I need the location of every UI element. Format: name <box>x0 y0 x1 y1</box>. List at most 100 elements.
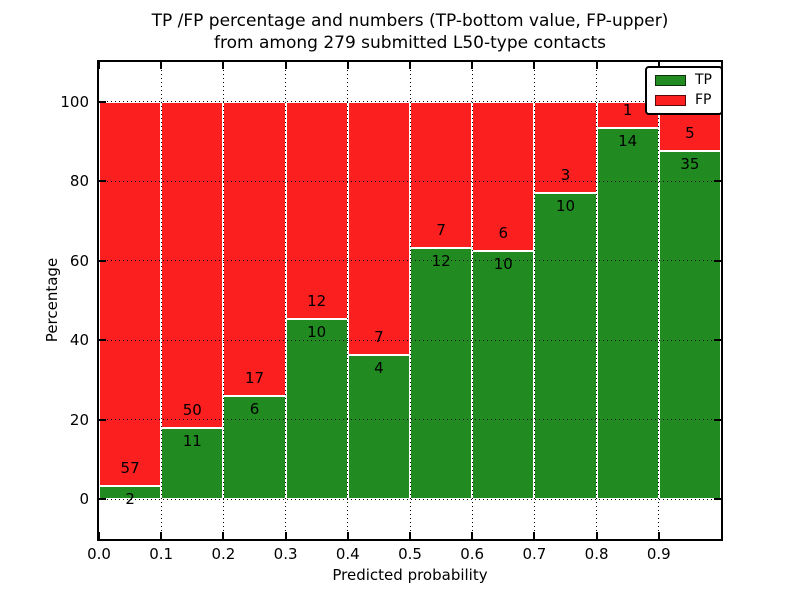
bar-segment-fp <box>410 101 473 249</box>
bar-count-label-fp: 7 <box>436 221 446 240</box>
bar-count-label-fp: 5 <box>685 124 695 143</box>
bar-segment-fp <box>534 101 597 194</box>
y-tick-mark <box>714 259 721 262</box>
bar-count-label-tp: 12 <box>431 252 451 271</box>
gridline-vertical <box>596 62 598 539</box>
x-tick-mark <box>160 532 163 539</box>
bar-segment-tp <box>347 354 410 500</box>
bar-segment-tp <box>161 427 224 500</box>
plot-area: 57 2 50 11 17 6 12 10 7 4 7 12 6 10 3 10 1 14 5 35 <box>97 60 723 541</box>
x-tick-label: 0.7 <box>522 545 547 563</box>
bar-segment-fp <box>285 101 348 319</box>
x-tick-mark <box>222 62 225 69</box>
x-tick-mark <box>657 532 660 539</box>
bar-count-label-tp: 2 <box>125 489 135 508</box>
legend-label-tp: TP <box>695 72 712 88</box>
bar-segment-fp <box>99 101 162 486</box>
x-tick-mark <box>657 62 660 69</box>
y-tick-mark <box>714 418 721 421</box>
bar-segment-fp <box>472 101 535 251</box>
bar-count-label-tp: 10 <box>555 197 576 216</box>
x-tick-mark <box>409 532 411 539</box>
x-tick-label: 0.4 <box>335 545 360 563</box>
bar-count-label-fp: 1 <box>622 101 633 120</box>
bar-segment-tp <box>410 248 473 500</box>
bar-count-label-tp: 35 <box>680 155 700 174</box>
y-tick-mark <box>99 418 106 421</box>
bar-count-label-tp: 10 <box>307 322 327 341</box>
x-tick-label: 0.6 <box>460 545 485 563</box>
bar-segment-tp <box>472 250 535 500</box>
x-tick-mark <box>98 62 100 69</box>
y-tick-label: 60 <box>69 251 89 270</box>
x-tick-mark <box>98 532 100 539</box>
chart-title: TP /FP percentage and numbers (TP-bottom… <box>97 10 723 54</box>
gridline-vertical <box>533 62 535 539</box>
bar-count-label-fp: 12 <box>307 291 327 310</box>
bar-segment-tp <box>285 318 348 500</box>
bar-count-label-tp: 6 <box>249 399 260 418</box>
gridline-vertical <box>658 62 660 539</box>
x-tick-label: 0.5 <box>398 545 422 563</box>
legend-swatch-tp <box>655 75 686 86</box>
legend-swatch-fp <box>655 95 686 106</box>
x-tick-mark <box>346 62 349 69</box>
bar-count-label-tp: 11 <box>182 431 202 450</box>
x-tick-mark <box>160 62 163 69</box>
x-tick-mark <box>595 62 598 69</box>
legend: TP FP <box>645 66 723 115</box>
gridline-vertical <box>160 62 162 539</box>
bar-segment-tp <box>534 193 597 500</box>
bar-count-label-fp: 7 <box>374 327 384 346</box>
y-tick-mark <box>714 180 721 183</box>
x-axis-label: Predicted probability <box>332 566 488 584</box>
bar-count-label-tp: 10 <box>493 254 513 273</box>
y-tick-label: 0 <box>79 490 89 509</box>
gridline-vertical <box>347 62 349 539</box>
bar-count-label-fp: 6 <box>498 223 509 242</box>
bar-count-label-fp: 50 <box>182 400 202 419</box>
legend-item: FP <box>655 93 712 108</box>
y-tick-label: 100 <box>60 92 89 111</box>
bar-segment-fp <box>161 101 224 428</box>
bar-segment-tp <box>223 395 286 500</box>
bar-count-label-fp: 57 <box>120 458 140 477</box>
y-tick-mark <box>714 498 721 501</box>
x-tick-label: 0.0 <box>87 545 111 563</box>
bar-count-label-tp: 4 <box>374 358 384 377</box>
y-tick-mark <box>99 100 106 103</box>
bar-segment-tp <box>658 151 721 500</box>
y-tick-mark <box>99 259 106 262</box>
x-tick-mark <box>533 62 536 69</box>
gridline-vertical <box>409 62 411 539</box>
gridline-vertical <box>285 62 287 539</box>
y-tick-mark <box>99 339 106 342</box>
y-axis-label: Percentage <box>43 257 61 343</box>
x-tick-mark <box>471 532 474 539</box>
y-tick-mark <box>99 180 106 183</box>
legend-item: TP <box>655 73 712 88</box>
x-tick-mark <box>222 532 225 539</box>
bar-count-label-fp: 17 <box>244 368 265 387</box>
x-tick-label: 0.1 <box>149 545 174 563</box>
chart-title-line2: from among 279 submitted L50-type contac… <box>214 33 606 53</box>
chart-title-line1: TP /FP percentage and numbers (TP-bottom… <box>151 11 669 31</box>
bar-segment-fp <box>347 101 410 355</box>
legend-label-fp: FP <box>695 92 712 108</box>
gridline-vertical <box>222 62 224 539</box>
bar-segment-tp <box>596 128 659 500</box>
x-tick-mark <box>595 532 598 539</box>
x-tick-mark <box>346 532 349 539</box>
x-tick-label: 0.2 <box>211 545 236 563</box>
x-tick-mark <box>409 62 411 69</box>
y-tick-mark <box>99 498 106 501</box>
x-tick-label: 0.9 <box>646 545 671 563</box>
x-tick-mark <box>284 62 287 69</box>
x-tick-mark <box>533 532 536 539</box>
x-tick-label: 0.3 <box>273 545 298 563</box>
y-tick-label: 80 <box>69 172 89 191</box>
y-tick-label: 20 <box>69 410 89 429</box>
y-tick-mark <box>714 339 721 342</box>
gridline-vertical <box>471 62 473 539</box>
